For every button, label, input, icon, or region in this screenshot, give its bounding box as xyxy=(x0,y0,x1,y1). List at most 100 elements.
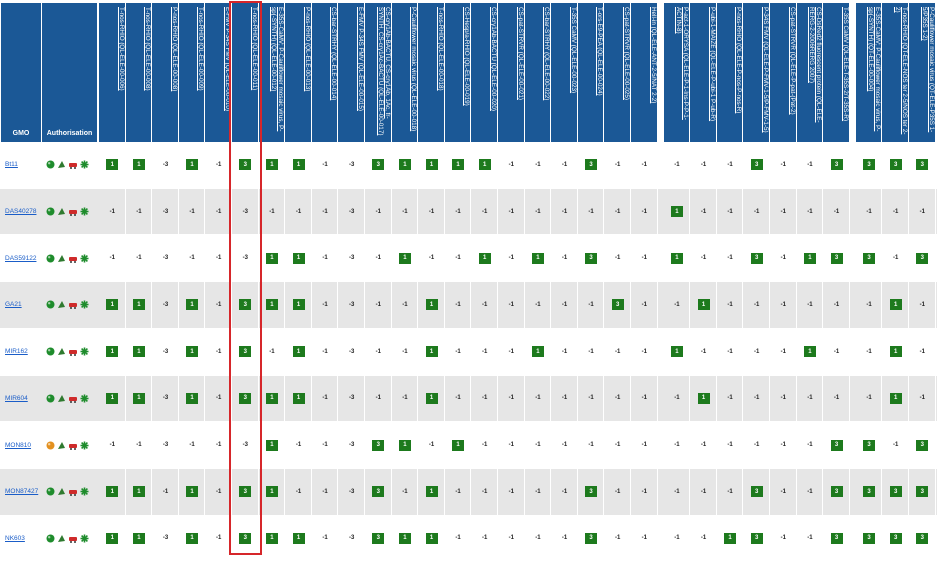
column-header-25[interactable]: CS-pat-STRVR (QL-ELE-P-pat-(Pat-2) xyxy=(770,3,796,142)
column-header-link[interactable]: P-act-1-ORYSA (QL-ELE-P-1-Ins-P-P-1-ACTI… xyxy=(674,7,690,120)
car-icon[interactable] xyxy=(68,487,78,497)
column-header-4[interactable]: E-FMV P-34S FMV (QL-ELE-00-010) xyxy=(205,3,231,142)
column-header-29[interactable]: T-nos-RHIO (QT-ELE-NOS ter 2-5/NOS ter 2… xyxy=(882,3,908,142)
cultivation-asterisk-icon[interactable] xyxy=(80,441,89,450)
column-header-link[interactable]: P-Cauliflower mosaic virus (QT-ELE-P35S … xyxy=(920,7,935,133)
column-header-link[interactable]: P-nos-RHIO (QL-ELE-P-nos-P-nos-R) xyxy=(735,7,743,114)
column-header-23[interactable]: P-nos-RHIO (QL-ELE-P-nos-P-nos-R) xyxy=(716,3,743,142)
column-header-link[interactable]: CS-bar-STRHY (QL-ELE-00-022) xyxy=(543,7,551,101)
column-header-link[interactable]: T-nos-RHIO (QL-ELE-00-011) xyxy=(250,7,258,91)
column-header-14[interactable]: CS-cry1Ab-BACTU (QL-ELE-00-020) xyxy=(471,3,497,142)
column-header-link[interactable]: CS-bar-STRHY (QL-ELE-00-014) xyxy=(330,7,338,101)
column-header-link[interactable]: E-FMV P-34S FMV (QL-ELE-00-015) xyxy=(356,7,364,111)
food-authorisation-icon[interactable] xyxy=(46,347,55,356)
car-icon[interactable] xyxy=(68,160,78,170)
column-header-15[interactable]: CS-pat-STRVR (QL-ELE-00-021) xyxy=(498,3,524,142)
food-authorisation-icon[interactable] xyxy=(46,534,55,543)
column-header-link[interactable]: CS-cry1Ab-BACTU, CS-cry1Ab, 1Ac, fr-SYNT… xyxy=(376,7,391,136)
plant-icon[interactable] xyxy=(57,534,66,543)
car-icon[interactable] xyxy=(68,394,78,403)
cultivation-asterisk-icon[interactable] xyxy=(80,160,89,169)
column-header-link[interactable]: CS-Hesp/a-RHIO (QL-ELE-00-019) xyxy=(463,7,471,106)
gmo-link[interactable]: MON810 xyxy=(5,441,32,449)
car-icon[interactable] xyxy=(68,254,78,263)
cultivation-asterisk-icon[interactable] xyxy=(80,207,89,216)
column-header-26[interactable]: CS-DsRed2 fluorescent protein (QL-ELE-RE… xyxy=(796,3,823,142)
column-header-22[interactable]: P-ubi-1-MAIZE (QL-ELE-P-ubi-1 P-ub-R) xyxy=(690,3,716,142)
food-authorisation-icon[interactable] xyxy=(46,300,55,309)
food-authorisation-icon[interactable] xyxy=(46,394,55,403)
plant-icon[interactable] xyxy=(57,441,66,450)
column-header-18[interactable]: T-ors-E9-PEA (QL-ELE-00-024) xyxy=(577,3,604,142)
column-header-1[interactable]: T-nos-RHIO (QL-ELE-00-008) xyxy=(125,3,152,142)
gmo-link[interactable]: Bt11 xyxy=(5,161,18,169)
car-icon[interactable] xyxy=(68,300,78,310)
column-header-link[interactable]: P-nos-RHIO (QL-ELE-00-013) xyxy=(303,7,311,92)
column-header-8[interactable]: CS-bar-STRHY (QL-ELE-00-014) xyxy=(311,3,338,142)
column-header-link[interactable]: P-nos-RHIO (QL-ELE-00-008) xyxy=(170,7,178,92)
column-header-link[interactable]: T-35S CaMV (QL-ELE-00-023) xyxy=(569,7,577,94)
column-header-9[interactable]: E-FMV P-34S FMV (QL-ELE-00-015) xyxy=(338,3,364,142)
plant-icon[interactable] xyxy=(57,160,66,169)
gmo-link[interactable]: DAS59122 xyxy=(5,254,37,262)
column-header-link[interactable]: E-FMV P-34S FMV (QL-ELE-00-010) xyxy=(223,7,231,111)
cultivation-asterisk-icon[interactable] xyxy=(80,487,89,496)
car-icon[interactable] xyxy=(68,207,78,217)
column-header-10[interactable]: CS-cry1Ab-BACTU, CS-cry1Ab, 1Ac, fr-SYNT… xyxy=(365,3,391,142)
gmo-link[interactable]: MON87427 xyxy=(5,488,39,496)
column-header-link[interactable]: T-nos-RHIO (QL-ELE-00-018) xyxy=(436,7,444,91)
column-header-link[interactable]: T-nos-RHIO (QL-ELE-00-006) xyxy=(117,7,125,91)
cultivation-asterisk-icon[interactable] xyxy=(80,254,89,263)
gmo-link[interactable]: GA21 xyxy=(5,301,22,309)
plant-icon[interactable] xyxy=(57,300,66,309)
column-header-19[interactable]: CS-pat-STRVR (QL-ELE-00-025) xyxy=(604,3,630,142)
column-header-link[interactable]: CS-pat-STRVR (QL-ELE-P-pat-(Pat-2) xyxy=(788,7,796,115)
column-header-17[interactable]: T-35S CaMV (QL-ELE-00-023) xyxy=(551,3,577,142)
column-header-link[interactable]: Hell-in (QL-ELE-ANT-2-5/NAT 2-2) xyxy=(649,7,657,104)
column-header-link[interactable]: CS-cry1Ab-BACTU (QL-ELE-00-020) xyxy=(489,7,497,111)
food-authorisation-icon[interactable] xyxy=(46,441,55,450)
column-header-11[interactable]: P-Cauliflower mosaic virus (QL-ELE-00-01… xyxy=(391,3,418,142)
column-header-link[interactable]: T-35S CaMV (QL-ELE-T-35S-2/T-35S-R) xyxy=(841,7,849,122)
gmo-link[interactable]: NK603 xyxy=(5,534,25,542)
column-header-link[interactable]: T-nos-RHIO (QT-ELE-NOS ter 2-5/NOS ter 2… xyxy=(893,7,908,135)
gmo-link[interactable]: MIR604 xyxy=(5,394,28,402)
column-header-link[interactable]: E-35S-CaMV; P-Cauliflower mosaic virus, … xyxy=(866,7,882,132)
car-icon[interactable] xyxy=(68,441,78,450)
column-header-0[interactable]: T-nos-RHIO (QL-ELE-00-006) xyxy=(99,3,125,142)
column-header-30[interactable]: P-Cauliflower mosaic virus (QT-ELE-P35S … xyxy=(909,3,935,142)
cultivation-asterisk-icon[interactable] xyxy=(80,300,89,309)
column-header-5[interactable]: T-nos-RHIO (QL-ELE-00-011) xyxy=(232,3,258,142)
column-header-link[interactable]: T-ors-E9-PEA (QL-ELE-00-024) xyxy=(596,7,604,96)
column-header-13[interactable]: CS-Hesp/a-RHIO (QL-ELE-00-019) xyxy=(444,3,471,142)
plant-icon[interactable] xyxy=(57,394,66,403)
column-header-3[interactable]: T-nos-RHIO (QL-ELE-00-009) xyxy=(178,3,205,142)
column-header-link[interactable]: T-nos-RHIO (QL-ELE-00-008) xyxy=(144,7,152,91)
car-icon[interactable] xyxy=(68,347,78,357)
column-header-link[interactable]: P-34S FMV (QL-ELE-P-FMV-1-5/P-FMV-1-5) xyxy=(761,7,769,133)
column-header-link[interactable]: CS-pat-STRVR (QL-ELE-00-025) xyxy=(622,7,630,100)
column-header-link[interactable]: CS-pat-STRVR (QL-ELE-00-021) xyxy=(516,7,524,100)
column-header-link[interactable]: P-Cauliflower mosaic virus (QL-ELE-00-01… xyxy=(410,7,418,132)
column-header-6[interactable]: E-35S-CaMV; P-Cauliflower mosaic virus, … xyxy=(258,3,285,142)
food-authorisation-icon[interactable] xyxy=(46,487,55,496)
column-header-2[interactable]: P-nos-RHIO (QL-ELE-00-008) xyxy=(152,3,178,142)
gmo-link[interactable]: MIR162 xyxy=(5,348,28,356)
column-header-20[interactable]: Hell-in (QL-ELE-ANT-2-5/NAT 2-2) xyxy=(631,3,657,142)
column-header-12[interactable]: T-nos-RHIO (QL-ELE-00-018) xyxy=(418,3,444,142)
plant-icon[interactable] xyxy=(57,487,66,496)
cultivation-asterisk-icon[interactable] xyxy=(80,534,89,543)
column-header-link[interactable]: E-35S-CaMV; P-Cauliflower mosaic virus, … xyxy=(269,7,285,132)
cultivation-asterisk-icon[interactable] xyxy=(80,394,89,403)
column-header-27[interactable]: T-35S CaMV (QL-ELE-T-35S-2/T-35S-R) xyxy=(823,3,849,142)
column-header-7[interactable]: P-nos-RHIO (QL-ELE-00-013) xyxy=(285,3,311,142)
gmo-link[interactable]: DAS40278 xyxy=(5,208,37,216)
plant-icon[interactable] xyxy=(57,207,66,216)
plant-icon[interactable] xyxy=(57,254,66,263)
car-icon[interactable] xyxy=(68,534,78,543)
column-header-link[interactable]: CS-DsRed2 fluorescent protein (QL-ELE-RE… xyxy=(807,7,823,123)
column-header-21[interactable]: P-act-1-ORYSA (QL-ELE-P-1-Ins-P-P-1-ACTI… xyxy=(663,3,690,142)
food-authorisation-icon[interactable] xyxy=(46,160,55,169)
plant-icon[interactable] xyxy=(57,347,66,356)
cultivation-asterisk-icon[interactable] xyxy=(80,347,89,356)
